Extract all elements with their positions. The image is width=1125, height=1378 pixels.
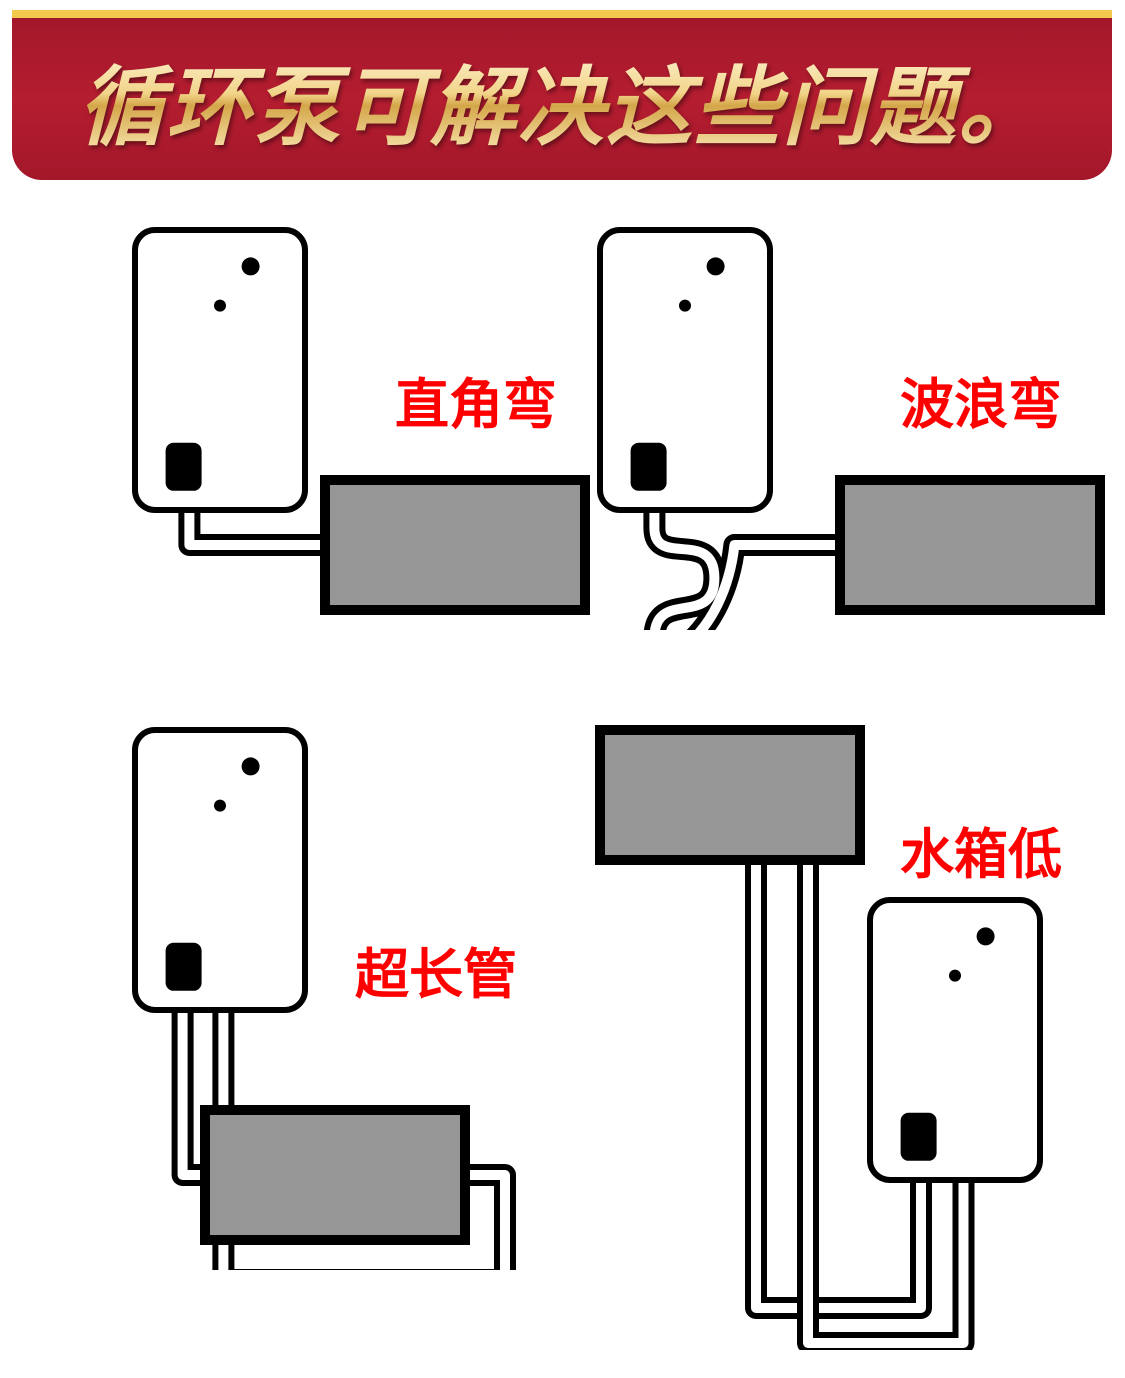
banner-title: 循环泵可解决这些问题。: [78, 37, 1046, 162]
diagram-grid: 直角弯 波浪弯 超长管: [0, 180, 1125, 1360]
label-wave: 波浪弯: [900, 360, 1062, 439]
banner: 循环泵可解决这些问题。: [12, 10, 1112, 180]
label-low-tank: 水箱低: [900, 810, 1062, 889]
diagram-low-tank: 水箱低: [590, 710, 1120, 1350]
diagram-right-angle: 直角弯: [95, 210, 615, 630]
label-right-angle: 直角弯: [395, 360, 557, 439]
label-long-pipe: 超长管: [355, 930, 517, 1009]
diagram-wave: 波浪弯: [590, 210, 1120, 630]
diagram-long-pipe: 超长管: [95, 710, 615, 1270]
